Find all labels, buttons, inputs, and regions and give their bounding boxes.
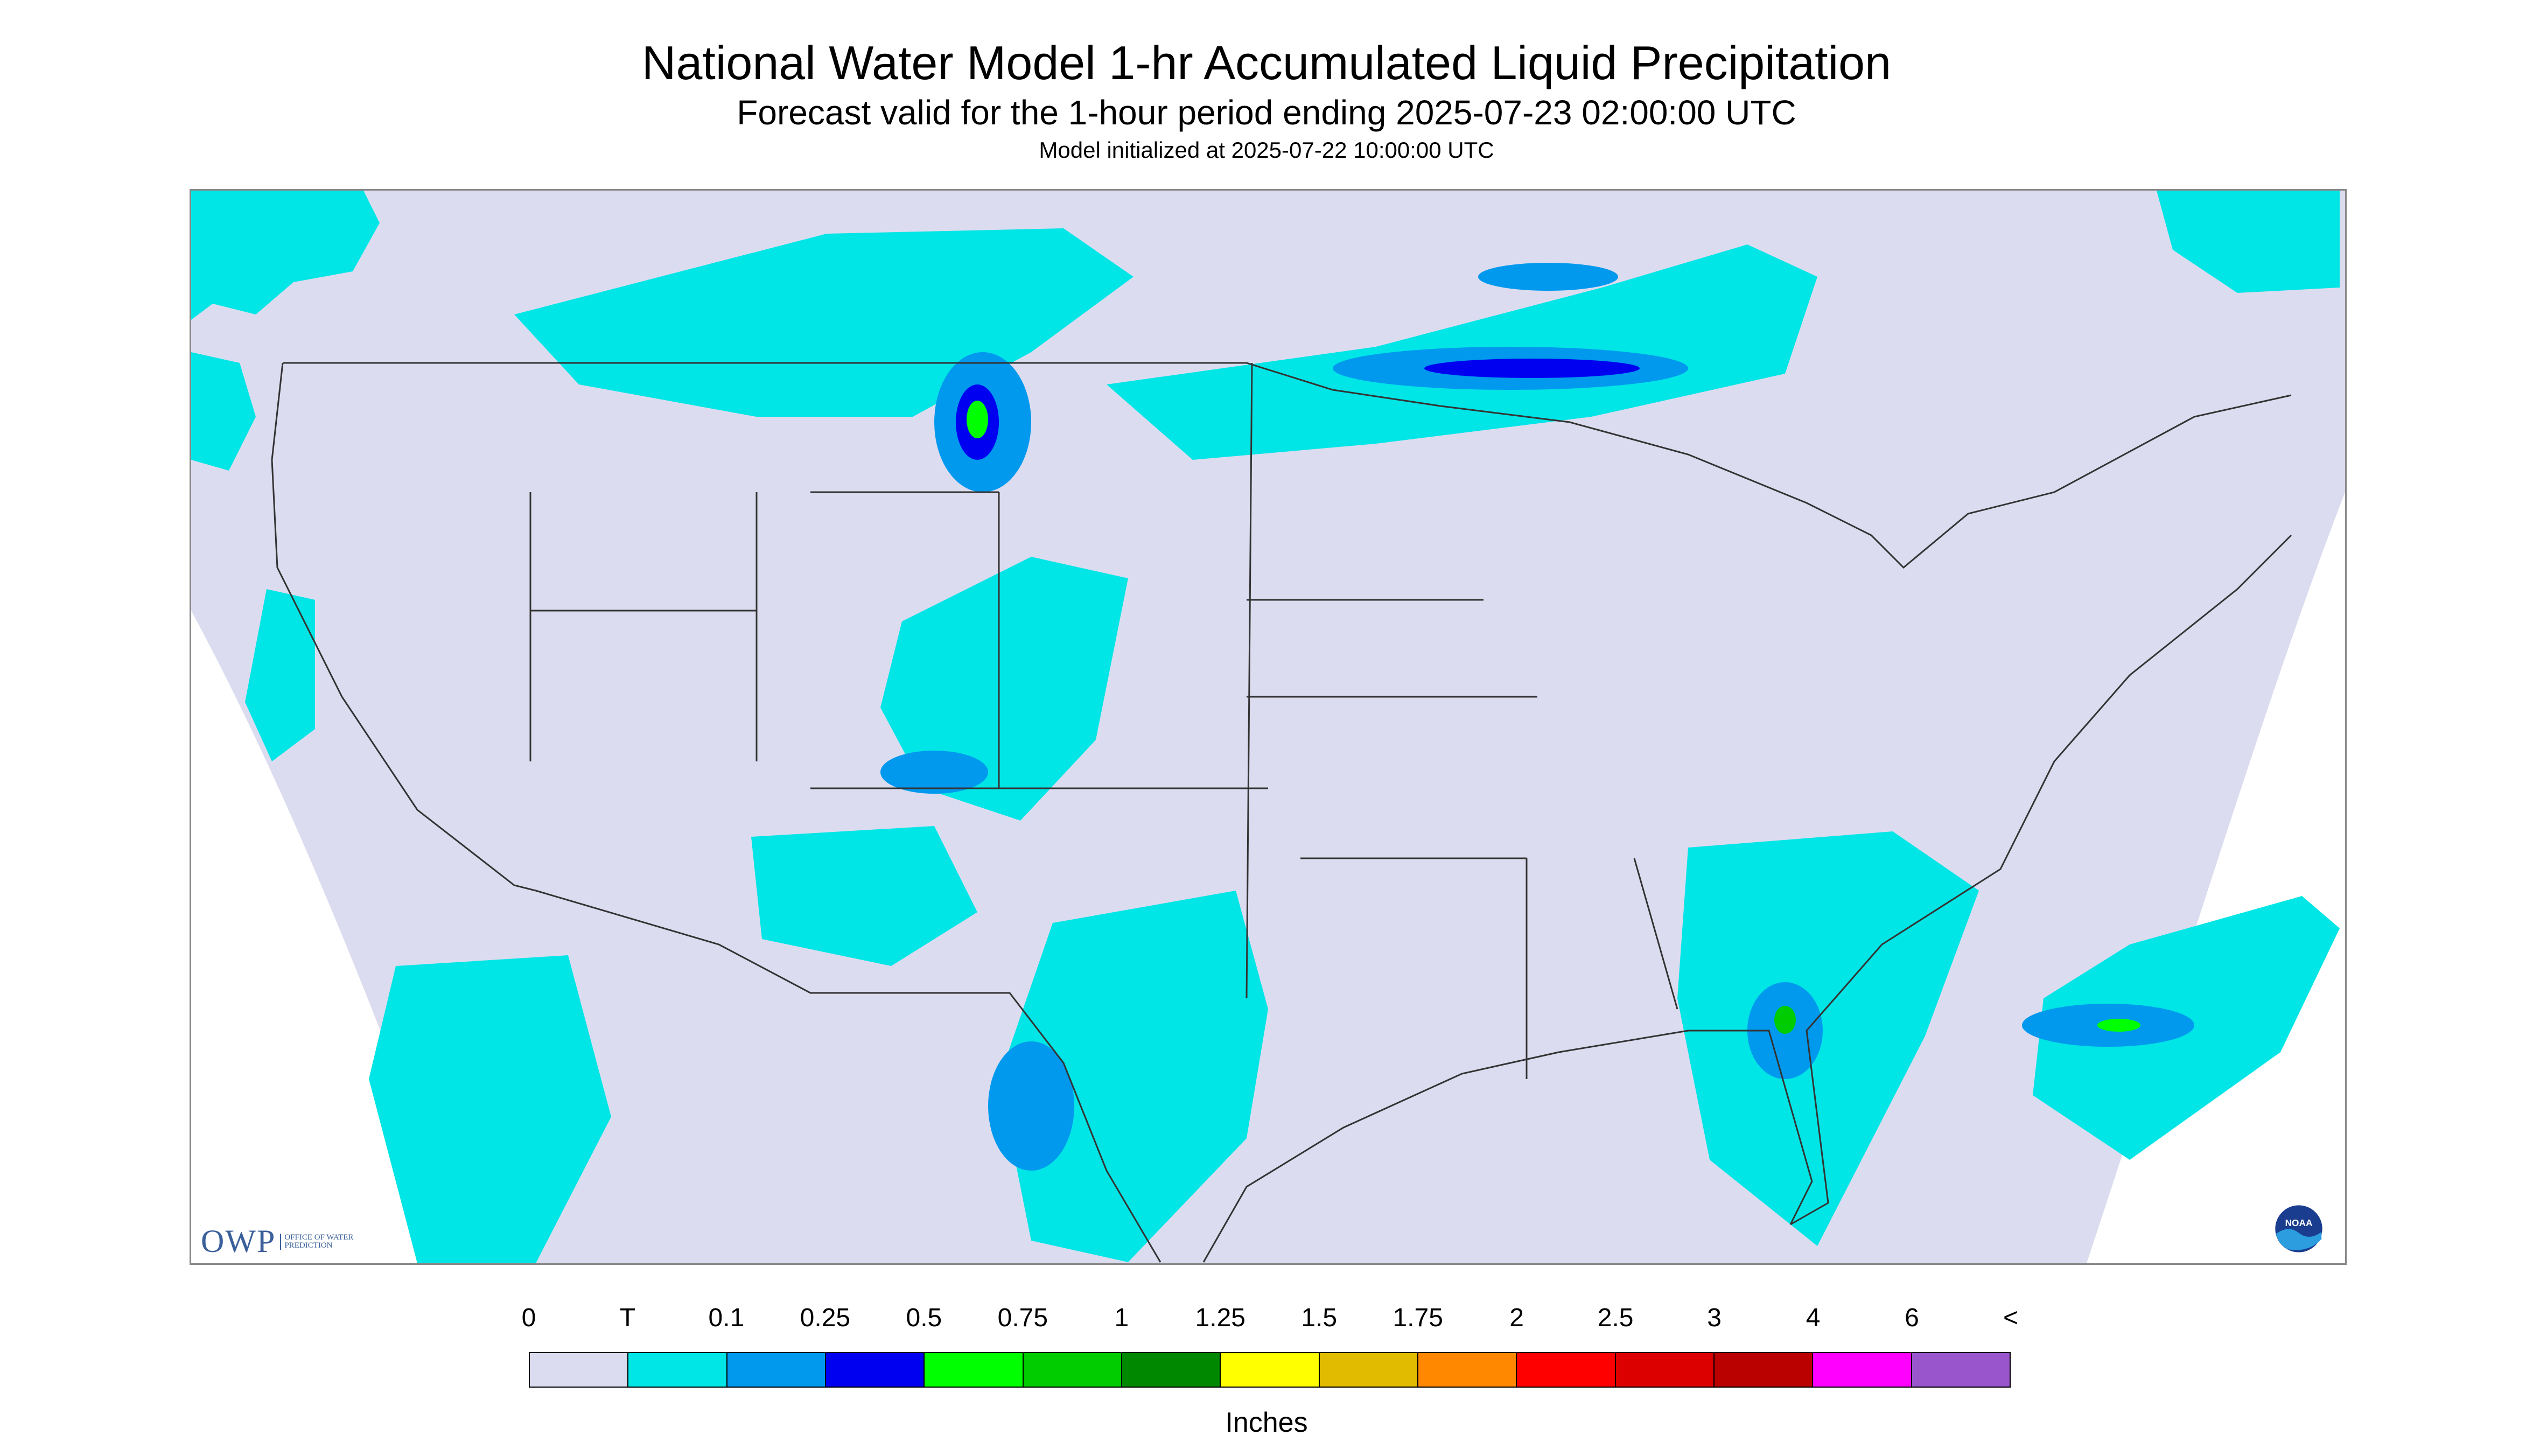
legend-swatch <box>825 1353 925 1387</box>
precip-ne-canada <box>2157 191 2340 293</box>
legend-tick-label: 0 <box>521 1304 536 1332</box>
legend-tick-label: 3 <box>1707 1304 1722 1332</box>
legend-swatch <box>1023 1353 1122 1387</box>
precip-baja <box>369 955 611 1263</box>
west-coast <box>271 362 536 892</box>
state-lines-central <box>1245 362 1678 1079</box>
legend-tick-label: 2 <box>1509 1304 1524 1332</box>
precip-ca-coast <box>245 589 315 761</box>
legend-swatch <box>1813 1353 1912 1387</box>
legend-swatch <box>925 1353 1024 1387</box>
owp-logo-mark: OWP <box>201 1223 276 1259</box>
legend-color-bar <box>529 1352 2011 1388</box>
political-boundaries <box>271 362 2292 1263</box>
cell-colorado-light <box>880 751 988 794</box>
cell-ontario-light <box>1478 263 1618 291</box>
model-init-line: Model initialized at 2025-07-22 10:00:00… <box>1039 137 1494 163</box>
legend-unit-label: Inches <box>1225 1407 1308 1438</box>
state-lines-west <box>529 491 1268 789</box>
cell-offshore-heavy <box>2097 1019 2140 1032</box>
legend-tick-label: 6 <box>1905 1304 1919 1332</box>
legend-tick-label: 1.75 <box>1393 1304 1443 1332</box>
cell-texas-light <box>988 1041 1074 1171</box>
legend-swatch <box>530 1353 629 1387</box>
legend-tick-label: 4 <box>1806 1304 1821 1332</box>
legend-tick-label: T <box>619 1304 636 1332</box>
canada-border <box>283 362 2292 569</box>
legend-tick-label: 1.25 <box>1195 1304 1245 1332</box>
mexico-border <box>535 890 1161 1263</box>
legend-swatch <box>1122 1353 1221 1387</box>
legend-tick-label: 1 <box>1114 1304 1129 1332</box>
noaa-logo-text: NOAA <box>2285 1217 2313 1228</box>
legend-tick-label: 1.5 <box>1301 1304 1338 1332</box>
legend-tick-label: 0.75 <box>997 1304 1048 1332</box>
cell-florida-heavy <box>1774 1006 1796 1034</box>
cell-minnesota-moderate <box>1424 359 1640 378</box>
legend-swatch <box>628 1353 727 1387</box>
cell-montana-heavy <box>967 401 988 438</box>
legend-swatch <box>1912 1353 2010 1387</box>
precip-wa-coast <box>191 352 256 471</box>
atlantic-coast <box>1790 534 2292 1226</box>
legend-swatch <box>1221 1353 1320 1387</box>
legend-tick-label: 0.25 <box>800 1304 851 1332</box>
legend-swatch <box>1615 1353 1715 1387</box>
owp-logo-text: OFFICE OF WATER PREDICTION <box>280 1233 365 1250</box>
legend-tick-labels: 0 T 0.1 0.25 0.5 0.75 1 1.25 1.5 1.75 2 2.5 3 4 6 < <box>0 1303 2533 1335</box>
legend-tick-label: 0.5 <box>906 1304 942 1332</box>
legend-swatch <box>1517 1353 1616 1387</box>
precip-heavy-cells <box>880 263 2194 1171</box>
legend-swatch <box>1319 1353 1418 1387</box>
precip-pacific-nw <box>191 191 380 320</box>
legend-tick-label: 0.1 <box>708 1304 745 1332</box>
legend-tick-label: 2.5 <box>1597 1304 1634 1332</box>
legend-tick-label: < <box>2003 1304 2019 1332</box>
map-canvas <box>191 191 2345 1263</box>
legend-swatch <box>1418 1353 1517 1387</box>
gulf-coast <box>1202 1030 1813 1263</box>
precip-west-texas <box>999 891 1268 1262</box>
legend-swatch <box>727 1353 826 1387</box>
noaa-logo: NOAA <box>2273 1203 2324 1254</box>
legend-swatch <box>1714 1353 1814 1387</box>
map-subtitle: Forecast valid for the 1-hour period end… <box>737 93 1796 132</box>
precip-georgia-florida <box>1677 831 1979 1246</box>
map-title: National Water Model 1-hr Accumulated Li… <box>641 36 1892 89</box>
precip-arizona <box>751 826 977 966</box>
precipitation-map[interactable]: OWP OFFICE OF WATER PREDICTION NOAA <box>190 189 2347 1265</box>
owp-logo: OWP OFFICE OF WATER PREDICTION <box>201 1223 365 1260</box>
